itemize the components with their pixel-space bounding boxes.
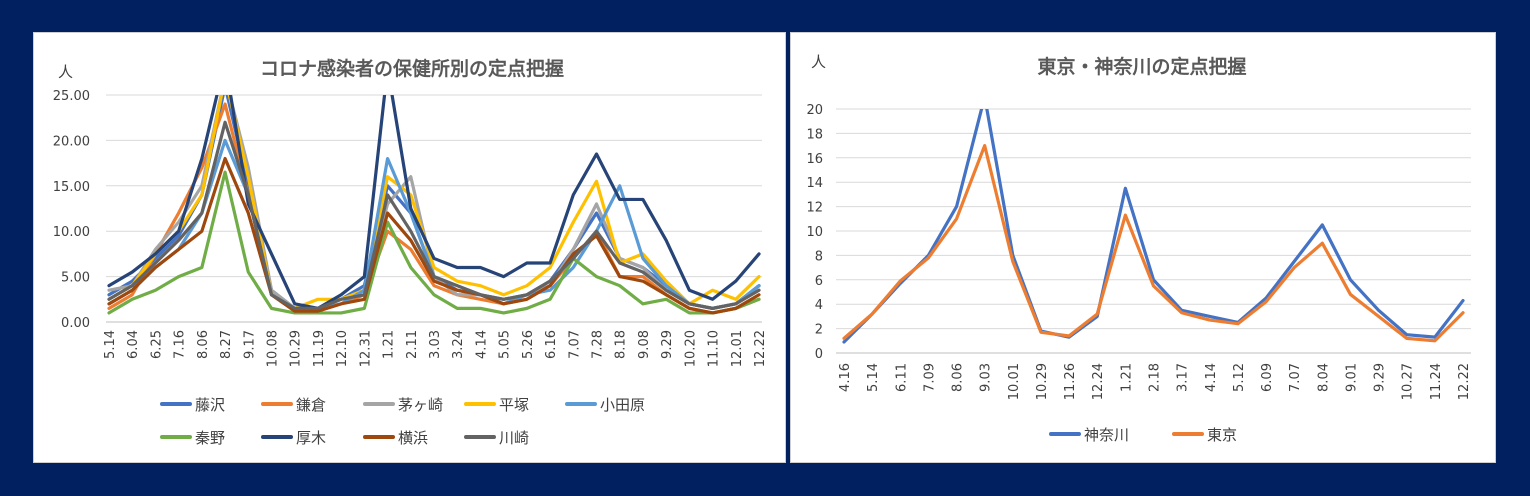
series-group <box>842 109 1465 344</box>
y-axis-unit-label: 人 <box>58 63 73 81</box>
legend-label: 厚木 <box>296 429 326 447</box>
y-tick-label: 12 <box>806 201 823 216</box>
y-axis-unit-label: 人 <box>811 53 826 71</box>
x-tick-label: 10.20 <box>683 330 698 367</box>
series-line-東京 <box>842 143 1465 343</box>
x-tick-label: 11.26 <box>1063 363 1078 400</box>
x-tick-label: 7.07 <box>1288 363 1303 392</box>
x-tick-label: 3.24 <box>451 330 466 359</box>
y-tick-label: 4 <box>815 298 823 313</box>
x-tick-label: 7.28 <box>591 330 606 359</box>
x-tick-label: 4.14 <box>1204 363 1219 392</box>
series-line-横浜 <box>107 156 761 315</box>
x-tick-label: 6.11 <box>894 363 909 392</box>
x-tick-label: 8.18 <box>614 330 629 359</box>
x-tick-label: 3.03 <box>428 330 443 359</box>
x-tick-label: 9.03 <box>979 363 994 392</box>
x-tick-label: 5.12 <box>1232 363 1247 392</box>
x-tick-label: 11.19 <box>312 330 327 367</box>
y-tick-label: 10 <box>806 225 823 240</box>
y-tick-label: 0.00 <box>61 316 90 331</box>
y-tick-label: 0 <box>815 347 823 362</box>
x-tick-label: 10.27 <box>1401 363 1416 400</box>
x-tick-label: 10.08 <box>266 330 281 367</box>
x-tick-label: 2.11 <box>405 330 420 359</box>
x-tick-label: 9.29 <box>1373 363 1388 392</box>
chart-title: 東京・神奈川の定点把握 <box>1037 55 1246 78</box>
x-tick-label: 12.10 <box>335 330 350 367</box>
x-tick-label: 2.18 <box>1148 363 1163 392</box>
y-tick-label: 8 <box>815 249 823 264</box>
y-tick-label: 16 <box>806 152 823 167</box>
x-tick-label: 12.01 <box>730 330 745 367</box>
x-tick-label: 4.16 <box>838 363 853 392</box>
y-tick-label: 14 <box>806 176 823 191</box>
x-tick-label: 12.22 <box>1457 363 1472 400</box>
x-tick-label: 6.09 <box>1260 363 1275 392</box>
x-tick-label: 5.14 <box>103 330 118 359</box>
legend-label: 平塚 <box>499 396 529 414</box>
x-tick-label: 9.29 <box>660 330 675 359</box>
series-line-鎌倉 <box>107 102 761 315</box>
legend-label: 神奈川 <box>1084 426 1129 444</box>
x-tick-label: 10.01 <box>1007 363 1022 400</box>
x-tick-label: 3.17 <box>1176 363 1191 392</box>
x-tick-label: 10.29 <box>289 330 304 367</box>
y-tick-label: 15.00 <box>53 180 90 195</box>
x-tick-label: 12.31 <box>358 330 373 367</box>
legend-label: 鎌倉 <box>296 396 326 414</box>
chart-left: コロナ感染者の保健所別の定点把握 人 0.00 5.00 10.00 15.00 20.00… <box>53 57 768 447</box>
x-tick-label: 12.24 <box>1091 363 1106 400</box>
x-tick-label: 8.27 <box>219 330 234 359</box>
x-tick-label: 9.08 <box>637 330 652 359</box>
x-tick-label: 5.05 <box>498 330 513 359</box>
x-tick-label: 8.06 <box>196 330 211 359</box>
chart-right: 東京・神奈川の定点把握 人 0 2 4 6 8 10 12 14 16 18 20 4.16 5.14 6.1… <box>806 53 1472 444</box>
x-tick-label: 11.10 <box>707 330 722 367</box>
chart-title: コロナ感染者の保健所別の定点把握 <box>260 57 564 80</box>
x-tick-label: 8.04 <box>1316 363 1331 392</box>
chart-panel-left: コロナ感染者の保健所別の定点把握 人 0.00 5.00 10.00 15.00 20.00… <box>33 32 786 463</box>
x-tick-label: 6.04 <box>126 330 141 359</box>
chart-panel-right: 東京・神奈川の定点把握 人 0 2 4 6 8 10 12 14 16 18 20 4.16 5.14 6.1… <box>790 32 1496 463</box>
y-tick-label: 18 <box>806 127 823 142</box>
y-tick-label: 25.00 <box>53 89 90 104</box>
series-line-平塚 <box>107 95 761 310</box>
x-tick-label: 7.07 <box>567 330 582 359</box>
legend-label: 藤沢 <box>195 396 225 414</box>
x-tick-label: 7.09 <box>922 363 937 392</box>
legend-label: 秦野 <box>195 429 225 447</box>
x-tick-label: 6.16 <box>544 330 559 359</box>
x-tick-label: 7.16 <box>173 330 188 359</box>
series-group <box>107 95 761 315</box>
y-tick-label: 20.00 <box>53 134 90 149</box>
series-line-厚木 <box>107 95 761 310</box>
series-line-川崎 <box>107 120 761 310</box>
legend-label: 横浜 <box>398 429 428 447</box>
x-tick-label: 8.06 <box>951 363 966 392</box>
series-line-秦野 <box>107 170 761 315</box>
x-tick-label: 12.22 <box>753 330 768 367</box>
legend-label: 東京 <box>1207 426 1237 444</box>
series-line-神奈川 <box>842 109 1465 344</box>
x-tick-label: 4.14 <box>474 330 489 359</box>
x-tick-label: 11.24 <box>1429 363 1444 400</box>
legend-label: 茅ヶ崎 <box>398 396 443 414</box>
x-tick-label: 6.25 <box>149 330 164 359</box>
x-tick-label: 1.21 <box>382 330 397 359</box>
y-tick-label: 5.00 <box>61 271 90 286</box>
x-tick-label: 9.17 <box>242 330 257 359</box>
y-tick-label: 20 <box>806 103 823 118</box>
x-tick-label: 5.14 <box>866 363 881 392</box>
legend-label: 小田原 <box>600 396 645 414</box>
y-tick-label: 10.00 <box>53 225 90 240</box>
y-tick-label: 6 <box>815 274 823 289</box>
x-tick-label: 1.21 <box>1119 363 1134 392</box>
y-tick-label: 2 <box>815 323 823 338</box>
x-tick-label: 9.01 <box>1344 363 1359 392</box>
x-tick-label: 10.29 <box>1035 363 1050 400</box>
x-tick-label: 5.26 <box>521 330 536 359</box>
legend-label: 川崎 <box>499 429 529 447</box>
